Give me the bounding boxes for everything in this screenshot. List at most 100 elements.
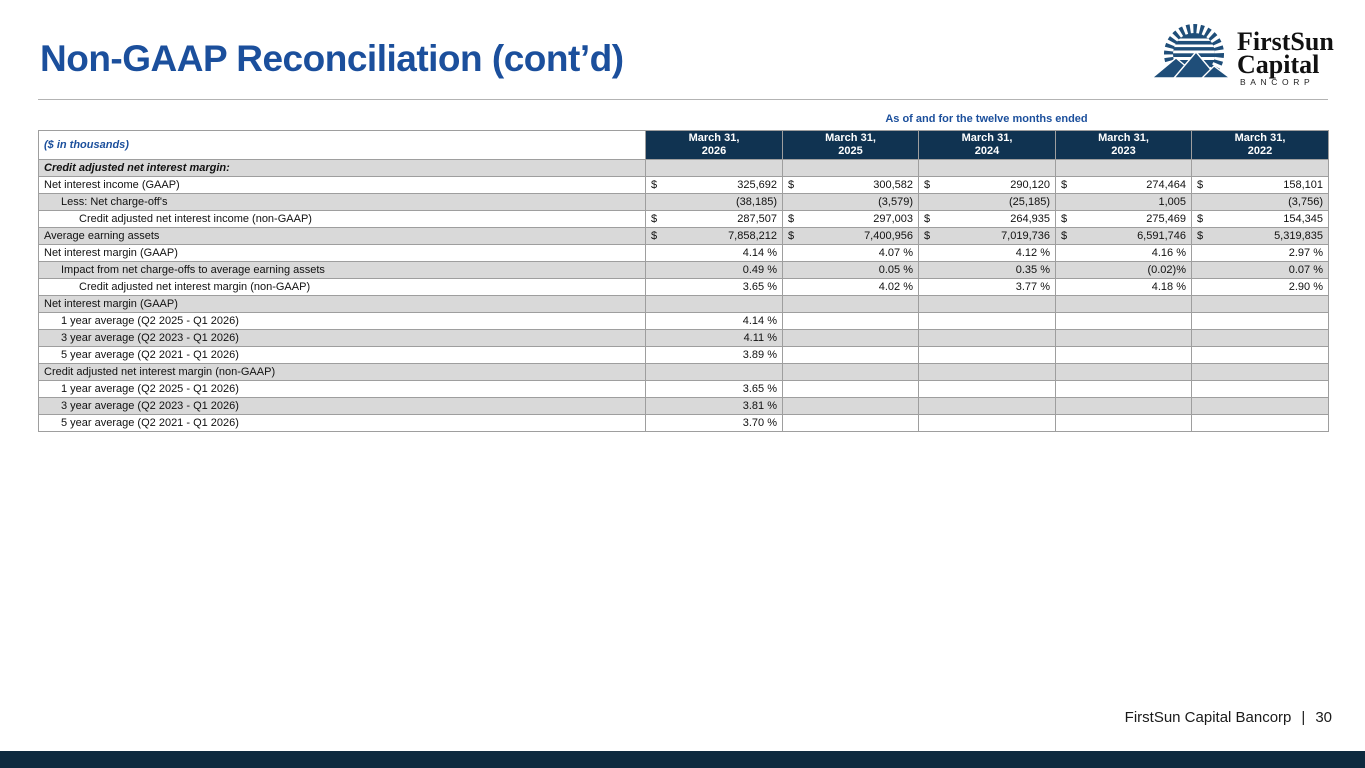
amount: 325,692: [737, 178, 777, 191]
amount: 264,935: [1010, 212, 1050, 225]
table-caption: As of and for the twelve months ended: [885, 113, 1088, 125]
cell-value: [918, 380, 1056, 398]
cell-value: [782, 363, 919, 381]
cell-value: 4.14 %: [645, 312, 783, 330]
cell-value: 4.12 %: [918, 244, 1056, 262]
amount: 290,120: [1010, 178, 1050, 191]
cell-value: $290,120: [918, 176, 1056, 194]
cell-value: [1191, 346, 1329, 364]
cell-value: 3.81 %: [645, 397, 783, 415]
table-row: Impact from net charge-offs to average e…: [38, 261, 1329, 279]
amount: 275,469: [1146, 212, 1186, 225]
cell-value: [782, 414, 919, 432]
column-header-2026: March 31, 2026: [645, 130, 783, 160]
row-label: Credit adjusted net interest margin (non…: [38, 363, 646, 381]
table-header-row: ($ in thousands) March 31, 2026 March 31,…: [38, 130, 1329, 160]
cell-value: (3,756): [1191, 193, 1329, 211]
row-label: Impact from net charge-offs to average e…: [38, 261, 646, 279]
cell-value: [918, 414, 1056, 432]
cell-value: (3,579): [782, 193, 919, 211]
cell-value: [1191, 295, 1329, 313]
amount: 154,345: [1283, 212, 1323, 225]
amount: 300,582: [873, 178, 913, 191]
table-row: Average earning assets $7,858,212 $7,400,9…: [38, 227, 1329, 245]
cell-value: (25,185): [918, 193, 1056, 211]
column-header-text: March 31,: [1098, 132, 1149, 144]
cell-value: $264,935: [918, 210, 1056, 228]
currency-symbol: $: [651, 229, 658, 242]
column-header-year: 2026: [701, 145, 727, 157]
cell-value: 3.65 %: [645, 380, 783, 398]
cell-value: [1191, 159, 1329, 177]
table-row: 3 year average (Q2 2023 - Q1 2026) 4.11 %: [38, 329, 1329, 347]
cell-value: 4.02 %: [782, 278, 919, 296]
cell-value: $300,582: [782, 176, 919, 194]
column-header-year: 2025: [838, 145, 863, 157]
cell-value: [1191, 380, 1329, 398]
currency-symbol: $: [788, 178, 795, 191]
cell-value: [782, 312, 919, 330]
cell-value: [645, 295, 783, 313]
cell-value: 4.18 %: [1055, 278, 1192, 296]
cell-value: 4.16 %: [1055, 244, 1192, 262]
cell-value: [918, 329, 1056, 347]
column-header-text: March 31,: [825, 132, 876, 144]
cell-value: [918, 363, 1056, 381]
cell-value: $7,858,212: [645, 227, 783, 245]
row-label: Credit adjusted net interest income (non…: [38, 210, 646, 228]
logo-name-line1: FirstSun: [1237, 27, 1334, 56]
cell-value: $6,591,746: [1055, 227, 1192, 245]
cell-value: $297,003: [782, 210, 919, 228]
row-label: Net interest margin (GAAP): [38, 244, 646, 262]
cell-value: 4.07 %: [782, 244, 919, 262]
table-row: Credit adjusted net interest margin (non…: [38, 363, 1329, 381]
cell-value: 0.05 %: [782, 261, 919, 279]
row-label: 3 year average (Q2 2023 - Q1 2026): [38, 397, 646, 415]
currency-symbol: $: [924, 178, 931, 191]
cell-value: [918, 312, 1056, 330]
currency-symbol: $: [1197, 212, 1204, 225]
currency-symbol: $: [924, 212, 931, 225]
currency-symbol: $: [924, 229, 931, 242]
row-label: 3 year average (Q2 2023 - Q1 2026): [38, 329, 646, 347]
cell-value: $287,507: [645, 210, 783, 228]
currency-symbol: $: [1197, 229, 1204, 242]
column-header-year: 2022: [1247, 145, 1273, 157]
cell-value: [1055, 397, 1192, 415]
cell-value: 3.70 %: [645, 414, 783, 432]
cell-value: [918, 295, 1056, 313]
cell-value: [1191, 329, 1329, 347]
cell-value: $158,101: [1191, 176, 1329, 194]
cell-value: [782, 397, 919, 415]
table-row: 3 year average (Q2 2023 - Q1 2026) 3.81 %: [38, 397, 1329, 415]
cell-value: $154,345: [1191, 210, 1329, 228]
column-header-text: March 31,: [961, 132, 1013, 144]
cell-value: $275,469: [1055, 210, 1192, 228]
column-header-2023: March 31, 2023: [1055, 130, 1192, 160]
amount: 158,101: [1283, 178, 1323, 191]
column-header-text: March 31,: [688, 132, 740, 144]
cell-value: (0.02)%: [1055, 261, 1192, 279]
reconciliation-table-body: Credit adjusted net interest margin: Net …: [38, 159, 1329, 432]
table-row: Less: Net charge-off's (38,185) (3,579) (25…: [38, 193, 1329, 211]
cell-value: 0.07 %: [1191, 261, 1329, 279]
row-label: 1 year average (Q2 2025 - Q1 2026): [38, 312, 646, 330]
row-label: 1 year average (Q2 2025 - Q1 2026): [38, 380, 646, 398]
amount: 6,591,746: [1137, 229, 1186, 242]
sun-over-mountains-icon: FirstSun Capital BANCORP: [1150, 24, 1334, 91]
column-header-2024: March 31, 2024: [918, 130, 1056, 160]
cell-value: $325,692: [645, 176, 783, 194]
cell-value: [782, 380, 919, 398]
cell-value: [645, 363, 783, 381]
table-row: 5 year average (Q2 2021 - Q1 2026) 3.70 %: [38, 414, 1329, 432]
amount: 7,400,956: [864, 229, 913, 242]
currency-symbol: $: [1197, 178, 1204, 191]
currency-symbol: $: [788, 229, 795, 242]
cell-value: [918, 397, 1056, 415]
amount: 297,003: [873, 212, 913, 225]
cell-value: 2.97 %: [1191, 244, 1329, 262]
cell-value: [1055, 159, 1192, 177]
cell-value: [1191, 414, 1329, 432]
footer-company: FirstSun Capital Bancorp: [1124, 709, 1292, 726]
